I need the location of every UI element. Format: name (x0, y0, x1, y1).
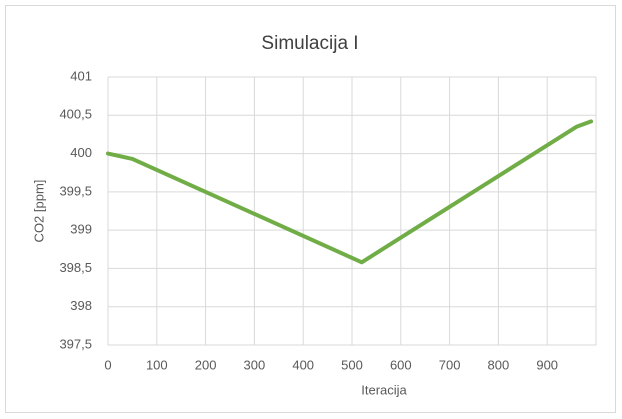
x-tick-label: 0 (104, 357, 111, 372)
y-tick-label: 398 (70, 298, 92, 313)
x-tick-label: 600 (390, 357, 412, 372)
x-tick-label: 100 (146, 357, 168, 372)
chart-border (5, 5, 616, 413)
data-line (106, 119, 594, 265)
y-axis-label: CO2 [ppm] (31, 180, 46, 243)
x-tick-label: 500 (341, 357, 363, 372)
x-tick-label: 300 (244, 357, 266, 372)
y-tick-label: 398,5 (59, 260, 92, 275)
y-tick-label: 399,5 (59, 183, 92, 198)
x-tick-label: 400 (292, 357, 314, 372)
x-tick-label: 200 (195, 357, 217, 372)
y-tick-label: 400 (70, 145, 92, 160)
x-tick-label: 900 (536, 357, 558, 372)
y-tick-label: 399 (70, 222, 92, 237)
y-tick-label: 401 (70, 68, 92, 83)
x-tick-label: 700 (439, 357, 461, 372)
y-tick-label: 400,5 (59, 107, 92, 122)
x-axis-label: Iteracija (361, 382, 407, 397)
chart-title: Simulacija I (261, 33, 358, 54)
y-tick-label: 397,5 (59, 336, 92, 351)
x-tick-label: 800 (488, 357, 510, 372)
